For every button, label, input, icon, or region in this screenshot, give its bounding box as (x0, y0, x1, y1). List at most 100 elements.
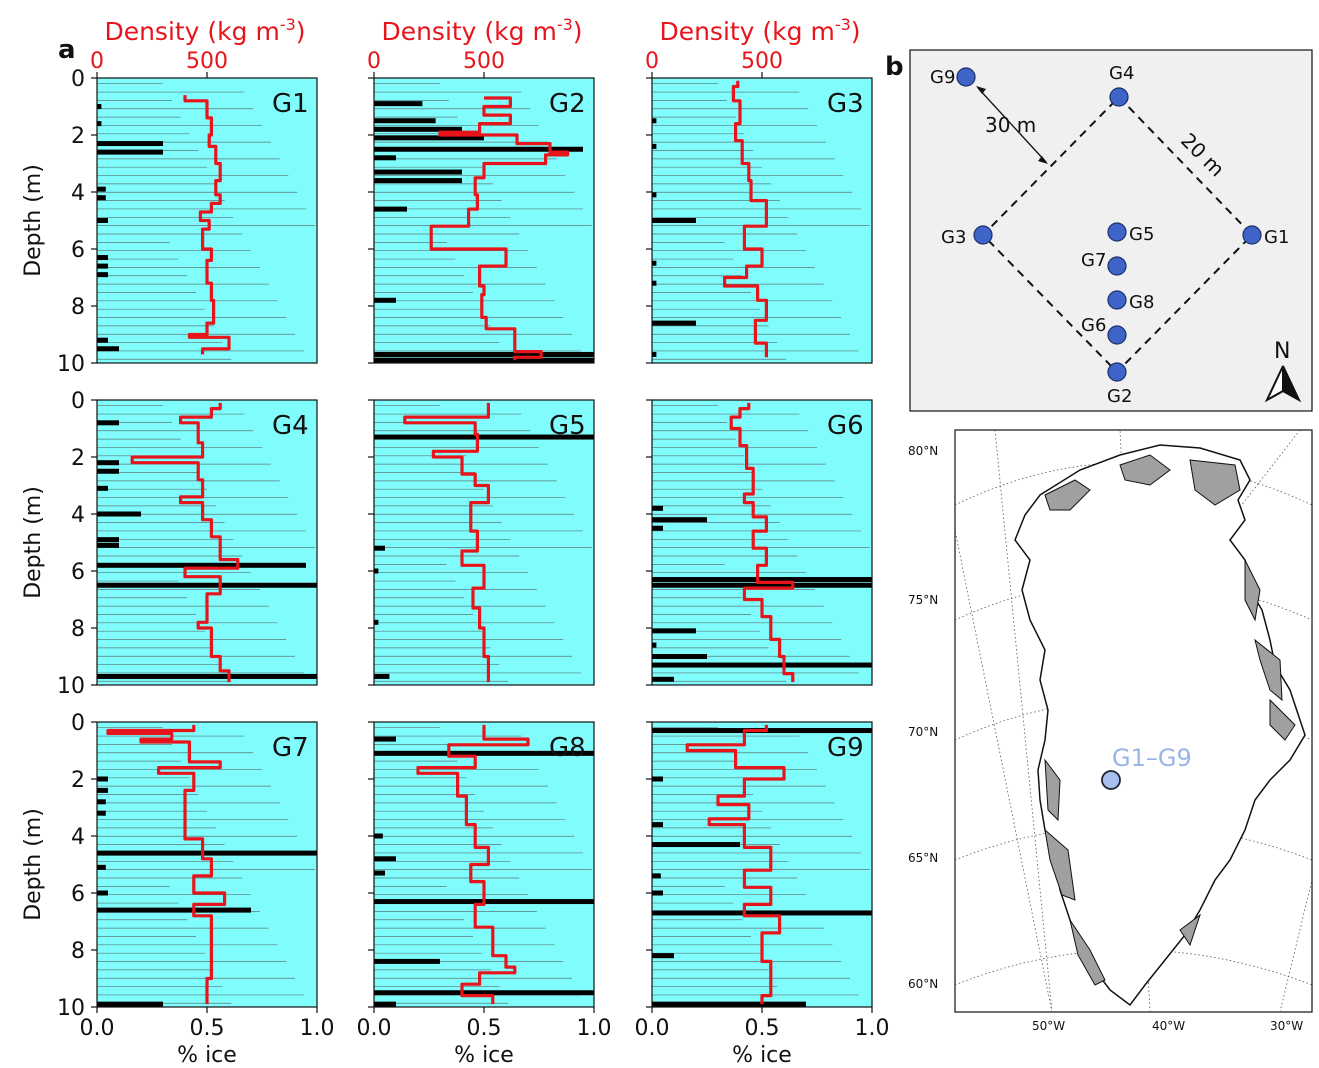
site-label-G6: G6 (827, 411, 864, 441)
y-tick-label: 2 (71, 446, 85, 471)
y-tick-label: 6 (71, 882, 85, 907)
ice-layer-bar (374, 434, 594, 440)
x-tick-label: 1.0 (300, 1016, 335, 1041)
x-tick-label: 0.5 (467, 1016, 502, 1041)
ice-layer-bar (652, 505, 663, 511)
ice-layer-bar (97, 511, 141, 517)
panel-c-greenland-map: G1–G9 80°N 75°N 70°N 65°N 60°N 50°W 40°W… (908, 429, 1313, 1033)
panel-label-a: a (58, 35, 76, 65)
x-axis-label: % ice (177, 1043, 237, 1068)
ice-layer-bar (374, 297, 396, 303)
density-axis-label: Density (kg m-3) (659, 15, 860, 46)
site-point-G4 (1109, 87, 1129, 107)
panel-label-b: b (885, 52, 904, 82)
x-tick-label: 0.5 (745, 1016, 780, 1041)
y-tick-label: 2 (71, 124, 85, 149)
y-axis-label: Depth (m) (21, 164, 46, 277)
ice-layer-bar (374, 750, 594, 756)
ice-layer-bar (97, 864, 106, 870)
profile-G1: G1 0 2 4 6 8 10 Depth (m) 0 500 Density (kg m-3) (21, 15, 318, 377)
ice-layer-bar (374, 619, 379, 625)
site-point-label-G4: G4 (1109, 63, 1134, 84)
top-tick-label: 0 (90, 49, 104, 74)
site-point-G5 (1107, 222, 1127, 242)
density-axis-label: Density (kg m-3) (104, 15, 305, 46)
site-point-label-G5: G5 (1129, 224, 1154, 245)
ice-layer-bar (374, 958, 440, 964)
site-point-G2 (1107, 362, 1127, 382)
ice-layer-bar (97, 468, 119, 474)
x-tick-label: 0.0 (357, 1016, 392, 1041)
site-point-G6 (1107, 325, 1127, 345)
distance-arrow-30m (977, 87, 1047, 163)
lat-label-65: 65°N (908, 851, 938, 865)
ice-layer-bar (97, 420, 119, 426)
ice-layer-bar (97, 562, 306, 568)
density-axis-label: Density (kg m-3) (381, 15, 582, 46)
ice-layer-bar (374, 126, 462, 132)
ice-layer-bar (97, 542, 119, 548)
site-point-G3 (973, 225, 993, 245)
profile-G2: G2 0 500 Density (kg m-3) (367, 15, 595, 364)
ice-layer-bar (374, 736, 396, 742)
density-axis-exponent: -3 (835, 15, 851, 34)
ice-layer-bar (97, 485, 108, 491)
greenland-coastline (1014, 444, 1306, 1007)
ice-layer-bar (97, 218, 108, 223)
y-tick-label: 8 (71, 939, 85, 964)
distance-label-30m: 30 m (985, 113, 1036, 137)
ice-layer-bar (652, 662, 872, 668)
ice-layer-bar (652, 280, 657, 286)
site-point-label-G2: G2 (1107, 386, 1132, 407)
ice-layer-bar (97, 850, 317, 856)
lat-label-60: 60°N (908, 977, 938, 991)
site-point-label-G3: G3 (941, 227, 966, 248)
ice-layer-bar (374, 351, 594, 357)
site-label-G4: G4 (272, 411, 309, 441)
ice-layer-bar (97, 890, 108, 896)
x-tick-label: 1.0 (577, 1016, 612, 1041)
top-tick-label: 500 (741, 49, 783, 74)
ice-layer-bar (652, 192, 657, 198)
y-tick-label: 4 (71, 503, 85, 528)
site-label-G1: G1 (272, 89, 309, 119)
ice-layer-bar (374, 673, 390, 679)
ice-layer-bar (374, 990, 594, 996)
y-tick-label: 10 (57, 996, 85, 1021)
ice-layer-bar (652, 654, 707, 659)
y-tick-label: 4 (71, 181, 85, 206)
density-axis-exponent: -3 (280, 15, 296, 34)
density-line-G2 (429, 96, 570, 361)
ice-layer-bar (652, 260, 657, 266)
density-axis-text: Density (kg m (381, 17, 556, 46)
density-axis-text: Density (kg m (659, 17, 834, 46)
ice-layer-bar (97, 810, 106, 816)
lat-label-75: 75°N (908, 593, 938, 607)
density-axis-exponent: -3 (557, 15, 573, 34)
density-line-G4 (130, 402, 240, 683)
ice-layer-bar (97, 346, 119, 352)
x-tick-label: 0.0 (80, 1016, 115, 1041)
ice-layer-bar (97, 787, 108, 793)
ice-layer-bar (97, 907, 251, 913)
y-tick-label: 0 (71, 67, 85, 92)
ice-layer-bar (97, 186, 106, 192)
site-label-G8: G8 (549, 733, 586, 763)
ice-layer-bar (374, 1001, 396, 1007)
site-point-G8 (1107, 290, 1127, 310)
density-axis-close: ) (851, 17, 861, 46)
top-tick-label: 500 (463, 49, 505, 74)
site-point-label-G1: G1 (1264, 227, 1289, 248)
profile-frame (651, 399, 873, 686)
site-point-G7 (1107, 256, 1127, 276)
profile-G6: G6 (646, 399, 873, 686)
density-axis-close: ) (573, 17, 583, 46)
ice-layer-bar (97, 460, 119, 466)
ice-layer-bar (97, 776, 108, 782)
ice-layer-bar (374, 206, 407, 212)
ice-layer-bar (652, 628, 696, 634)
north-label: N (1274, 339, 1290, 364)
x-tick-label: 1.0 (855, 1016, 890, 1041)
site-point-G1 (1242, 225, 1262, 245)
